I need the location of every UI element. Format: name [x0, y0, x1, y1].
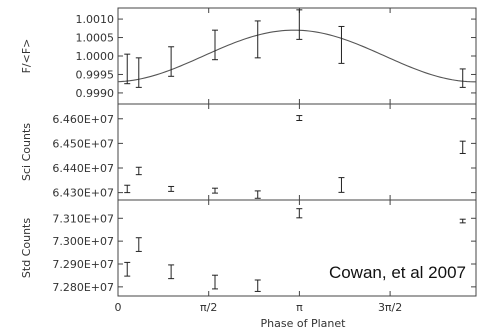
x-axis-label: Phase of Planet — [261, 317, 347, 330]
panel-2-data-point — [168, 185, 175, 192]
panel-1-y-axis-label: F/<F> — [20, 39, 33, 74]
panel-3-y-tick-label: 7.290E+07 — [52, 258, 114, 271]
panel-2-frame — [117, 103, 477, 201]
panel-3-frame — [117, 199, 477, 297]
panel-2-data-point — [338, 177, 345, 193]
x-tick-label: 3π/2 — [378, 301, 402, 314]
panel-1-data-point — [135, 57, 142, 88]
panel-3-data-point — [296, 208, 303, 219]
panel-2-y-tick-label: 6.440E+07 — [52, 162, 114, 175]
citation-annotation: Cowan, et al 2007 — [329, 263, 466, 282]
panel-2-y-tick-label: 6.460E+07 — [52, 113, 114, 126]
panel-1-frame — [117, 7, 477, 105]
panel-2-y-tick-label: 6.430E+07 — [52, 187, 114, 200]
panel-2-data-point — [124, 184, 131, 194]
panel-3-y-tick-label: 7.300E+07 — [52, 235, 114, 248]
panel-3-data-point — [135, 237, 142, 252]
panel-1-data-point — [296, 9, 303, 40]
panel-1-y-tick-label: 1.0000 — [76, 50, 115, 63]
x-tick-label: π/2 — [200, 301, 217, 314]
panel-1-y-tick-label: 1.0005 — [76, 32, 115, 45]
panel-2-y-tick-label: 6.450E+07 — [52, 137, 114, 150]
panel-3-data-point — [254, 279, 261, 292]
panel-1-data-point — [459, 68, 466, 88]
panel-2-data-point — [212, 187, 219, 194]
panel-1-data-point — [338, 25, 345, 64]
panel-1-y-tick-label: 0.9995 — [76, 68, 115, 81]
panel-3-y-axis-label: Std Counts — [20, 218, 33, 278]
panel-3-y-tick-label: 7.280E+07 — [52, 281, 114, 294]
panel-3-data-point — [124, 261, 131, 277]
panel-2-y-axis-label: Sci Counts — [20, 123, 33, 181]
panel-2-data-point — [254, 190, 261, 199]
x-tick-label: π — [296, 301, 303, 314]
model-curve-line — [117, 29, 477, 83]
panel-1-data-point — [254, 20, 261, 59]
panel-3-data-point — [459, 218, 466, 224]
panel-2-data-point — [459, 140, 466, 154]
panel-3-data-point — [168, 264, 175, 280]
panel-2-data-point — [135, 166, 142, 176]
panel-1-data-point — [212, 29, 219, 61]
x-tick-label: 0 — [115, 301, 122, 314]
panel-2-data-point — [296, 115, 303, 121]
panel-1-data-point — [124, 53, 131, 85]
panel-3-y-tick-label: 7.310E+07 — [52, 212, 114, 225]
panel-1-y-tick-label: 0.9990 — [76, 87, 115, 100]
panel-1-data-point — [168, 46, 175, 77]
panel-3-data-point — [212, 274, 219, 290]
panel-1-y-tick-label: 1.0010 — [76, 13, 115, 26]
